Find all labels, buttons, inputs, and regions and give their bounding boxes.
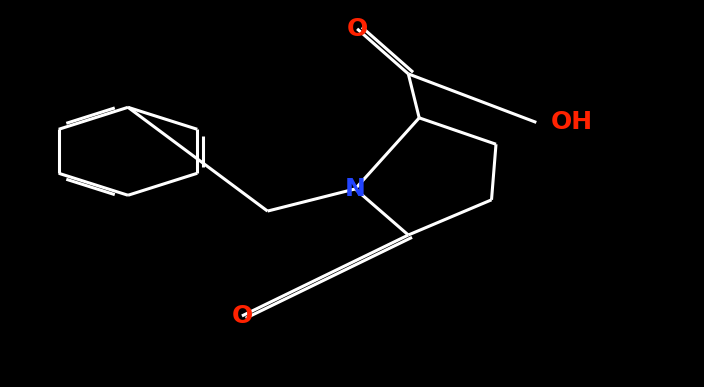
Text: OH: OH [551,110,593,134]
Text: N: N [345,177,365,201]
Text: O: O [232,304,253,328]
Text: O: O [346,17,367,41]
